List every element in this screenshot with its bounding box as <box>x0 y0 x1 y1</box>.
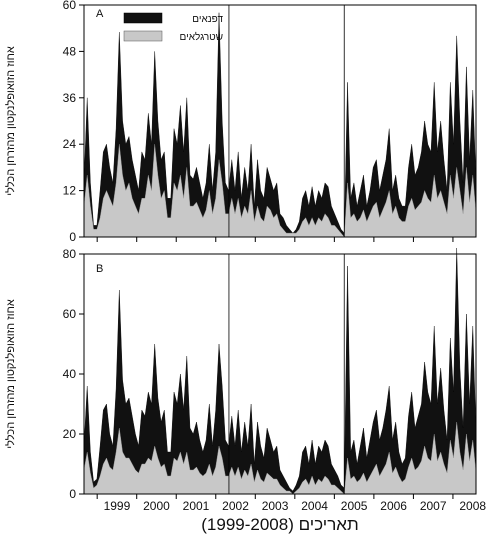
x-tick-label: 1999 <box>104 499 131 513</box>
panel-b-areas <box>83 247 477 495</box>
panel-b: 0 20 40 60 80 B אחוז הזואופלנקטון מהזרחן הכל… <box>4 247 477 501</box>
x-axis-title: תאריכים (1999-2008) <box>201 515 358 534</box>
panel-a-series-rotifers-area <box>83 144 477 238</box>
panel-b-y-tick-label: 80 <box>63 247 77 261</box>
panel-a-y-tick-label: 60 <box>63 0 77 12</box>
panel-a: 0 12 24 36 48 60 A דפנאים שטרגלאים אחוז הזואו… <box>4 0 477 244</box>
panel-b-reference-lines <box>228 254 345 494</box>
panel-a-reference-lines <box>228 5 345 237</box>
panel-a-frame <box>83 4 477 238</box>
legend-label-daphnia: דפנאים <box>192 14 223 25</box>
panel-b-y-axis-title: אחוז הזואופלנקטון מהזרחן הכללי <box>4 299 17 449</box>
panel-a-y-tick-label: 48 <box>63 44 77 58</box>
panel-b-letter: B <box>96 263 103 275</box>
panel-a-series-daphnia-area <box>83 12 477 238</box>
x-tick-label: 2004 <box>301 499 328 513</box>
panel-b-y-tick-label: 40 <box>63 367 77 381</box>
panel-a-y-axis-title: אחוז הזואופלנקטון מהזרחן הכללי <box>4 46 17 196</box>
panel-a-y-tick-label: 24 <box>63 137 77 151</box>
panel-a-y-ticks: 0 12 24 36 48 60 <box>63 0 84 244</box>
legend-swatch-rotifers <box>123 30 163 42</box>
panel-a-y-tick-label: 0 <box>69 230 76 244</box>
x-tick-label: 2000 <box>143 499 170 513</box>
x-tick-label: 2006 <box>380 499 407 513</box>
legend: דפנאים שטרגלאים <box>123 12 223 43</box>
legend-label-rotifers: שטרגלאים <box>180 31 223 43</box>
panel-b-series-daphnia-area <box>83 247 477 495</box>
x-axis-ticks: 1999 2000 2001 2002 2003 2004 2005 2006 2007 2008 <box>96 237 486 513</box>
panel-b-y-tick-label: 0 <box>69 487 76 501</box>
panel-b-series-rotifers-area <box>83 421 477 495</box>
x-tick-label: 2001 <box>183 499 210 513</box>
panel-a-y-tick-label: 36 <box>63 91 77 105</box>
x-tick-label: 2008 <box>459 499 486 513</box>
legend-swatch-daphnia <box>123 12 163 24</box>
x-tick-label: 2007 <box>420 499 447 513</box>
panel-b-y-ticks: 0 20 40 60 80 <box>63 247 84 501</box>
panel-a-y-tick-label: 12 <box>63 184 77 198</box>
x-tick-label: 2005 <box>341 499 368 513</box>
panel-a-areas <box>83 12 477 238</box>
panel-a-letter: A <box>96 8 104 20</box>
panel-b-y-tick-label: 20 <box>63 427 77 441</box>
x-tick-label: 2002 <box>222 499 249 513</box>
panel-b-y-tick-label: 60 <box>63 307 77 321</box>
x-tick-label: 2003 <box>262 499 289 513</box>
